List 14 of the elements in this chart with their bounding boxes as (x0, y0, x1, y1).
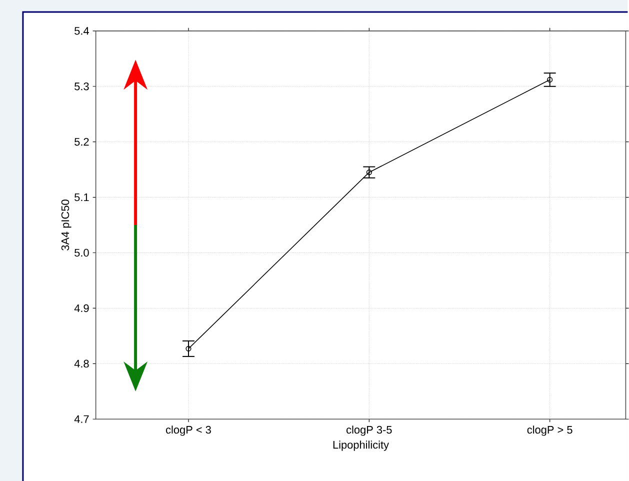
point (366, 170, 372, 176)
y-tick-label: 4.9 (74, 304, 89, 312)
x-tick-label: clogP > 5 (527, 426, 572, 436)
x-tick-label: clogP 3-5 (346, 426, 392, 436)
y-tick-label: 4.8 (74, 360, 89, 368)
x-tick-label: clogP < 3 (166, 426, 211, 436)
y-tick-label: 4.7 (74, 415, 89, 423)
y-axis-title: 3A4 pIC50 (61, 200, 72, 250)
y-tick-label: 5.2 (74, 138, 89, 146)
y-tick-label: 5.3 (74, 82, 89, 90)
y-tick-label: 5.0 (74, 248, 89, 257)
y-tick-label: 5.1 (74, 193, 89, 202)
x-axis-title: Lipophilicity (333, 440, 389, 451)
y-tick-label: 5.4 (74, 27, 89, 35)
